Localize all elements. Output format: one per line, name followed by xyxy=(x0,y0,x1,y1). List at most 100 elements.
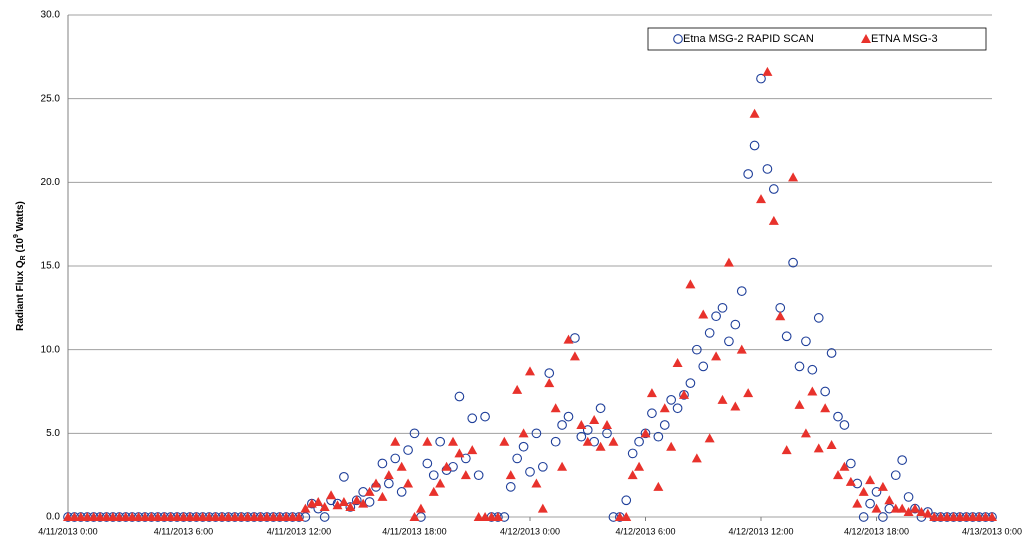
triangle-marker xyxy=(871,503,882,513)
triangle-marker xyxy=(666,441,677,451)
triangle-marker xyxy=(749,108,760,118)
circle-marker xyxy=(454,391,465,402)
triangle-marker xyxy=(358,498,369,508)
triangle-marker xyxy=(512,384,523,394)
x-tick-label: 4/12/2013 6:00 xyxy=(615,526,675,536)
triangle-marker xyxy=(364,486,375,496)
triangle-marker xyxy=(711,351,722,361)
triangle-marker xyxy=(967,512,978,521)
triangle-marker xyxy=(229,512,240,521)
triangle-marker xyxy=(274,512,285,521)
circle-marker xyxy=(531,428,542,439)
circle-marker xyxy=(396,487,407,497)
circle-marker xyxy=(377,458,388,469)
triangle-marker xyxy=(929,512,940,521)
triangle-marker xyxy=(294,512,304,521)
triangle-marker xyxy=(75,512,86,521)
triangle-marker xyxy=(473,512,484,521)
circle-marker xyxy=(801,336,811,347)
circle-marker xyxy=(890,470,901,481)
triangle-marker xyxy=(890,503,901,513)
triangle-marker xyxy=(621,512,632,521)
triangle-marker xyxy=(582,436,593,446)
circle-marker xyxy=(666,395,677,405)
triangle-marker xyxy=(800,428,811,438)
triangle-marker xyxy=(261,512,272,521)
circle-marker xyxy=(826,348,837,358)
triangle-marker xyxy=(954,512,965,521)
circle-marker xyxy=(537,461,548,472)
triangle-marker xyxy=(428,486,439,496)
triangle-marker xyxy=(242,512,253,521)
x-tick-label: 4/13/2013 0:00 xyxy=(962,526,1022,536)
triangle-marker xyxy=(595,441,606,451)
circle-marker xyxy=(550,436,561,447)
triangle-marker xyxy=(165,512,176,521)
triangle-marker xyxy=(140,512,150,521)
y-tick-label: 20.0 xyxy=(41,177,61,188)
circle-marker xyxy=(460,453,471,464)
triangle-marker xyxy=(390,436,401,446)
triangle-marker xyxy=(441,461,452,471)
circle-marker xyxy=(602,428,612,439)
triangle-marker xyxy=(326,490,337,500)
triangle-marker xyxy=(409,512,420,521)
triangle-marker xyxy=(319,501,330,511)
circle-marker xyxy=(428,470,439,481)
triangle-marker xyxy=(467,445,478,455)
circle-marker xyxy=(621,495,632,506)
triangle-marker xyxy=(903,506,914,516)
legend-marker xyxy=(673,34,683,44)
circle-marker xyxy=(820,386,831,397)
circle-marker xyxy=(557,420,567,430)
y-label-end: Watts) xyxy=(15,201,26,234)
circle-marker xyxy=(871,487,882,497)
triangle-marker xyxy=(646,388,657,398)
triangle-marker xyxy=(980,512,991,521)
circle-marker xyxy=(878,512,888,522)
circle-marker xyxy=(736,286,747,296)
legend-box xyxy=(647,27,987,51)
triangle-marker xyxy=(114,512,125,521)
triangle-marker xyxy=(775,311,786,321)
x-tick-label: 4/11/2013 18:00 xyxy=(382,526,446,536)
circle-marker xyxy=(724,336,734,347)
triangle-marker xyxy=(313,496,324,506)
triangle-marker xyxy=(300,503,311,513)
circle-marker xyxy=(659,420,670,430)
triangle-marker xyxy=(877,481,888,491)
triangle-marker xyxy=(788,172,799,182)
triangle-marker xyxy=(826,440,837,450)
circle-marker xyxy=(634,436,644,447)
triangle-marker xyxy=(897,503,908,513)
circle-marker xyxy=(525,466,535,477)
legend-marker xyxy=(861,34,871,43)
y-tick-label: 0.0 xyxy=(46,512,60,523)
circle-marker xyxy=(563,411,574,422)
triangle-marker xyxy=(191,512,202,521)
circle-marker xyxy=(383,478,394,489)
circle-marker xyxy=(473,470,484,481)
triangle-marker xyxy=(717,394,728,404)
triangle-marker xyxy=(794,399,805,409)
circle-marker xyxy=(653,431,664,442)
y-tick-label: 25.0 xyxy=(41,93,61,104)
circle-marker xyxy=(512,453,523,464)
triangle-marker xyxy=(88,512,99,521)
triangle-marker xyxy=(589,414,600,424)
circle-marker xyxy=(833,411,843,422)
triangle-marker xyxy=(178,512,189,521)
circle-marker xyxy=(743,169,754,179)
y-label-mid: (10 xyxy=(15,238,26,256)
triangle-marker xyxy=(152,512,163,521)
y-label-sub: R xyxy=(20,255,27,260)
triangle-marker xyxy=(255,512,266,521)
triangle-marker xyxy=(768,215,779,225)
triangle-marker xyxy=(820,403,831,413)
circle-marker xyxy=(807,364,818,375)
triangle-marker xyxy=(159,512,170,521)
triangle-marker xyxy=(146,512,157,521)
triangle-marker xyxy=(865,475,876,485)
circle-marker xyxy=(480,411,490,422)
triangle-marker xyxy=(236,512,247,521)
